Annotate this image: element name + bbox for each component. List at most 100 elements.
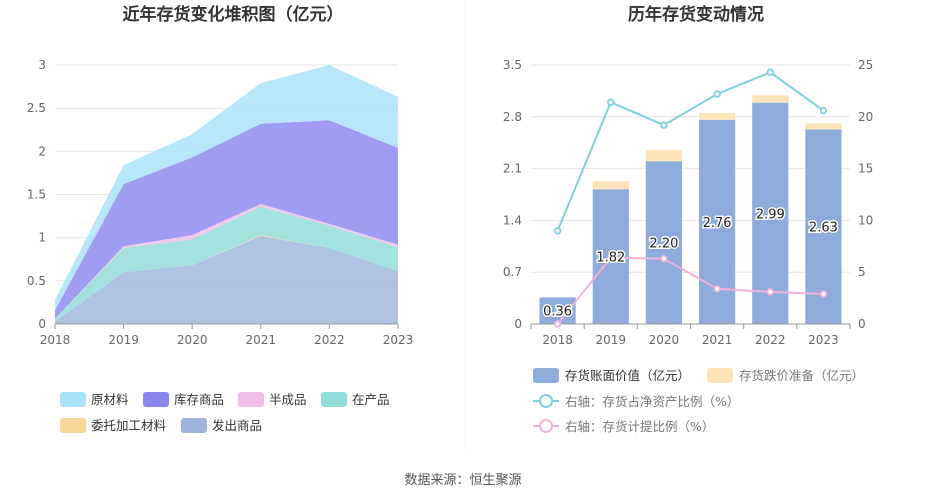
right-bar-labels-group: 0.36 1.82 2.20 2.76 2.99 2.63: [542, 206, 840, 321]
right-x-label-2021: 2021: [702, 333, 733, 347]
right-x-label-2023: 2023: [808, 333, 839, 347]
left-legend-label-2: 半成品: [269, 392, 307, 407]
right-yl-label-4: 2.8: [503, 110, 522, 124]
right-legend: 存货账面价值（亿元） 存货跌价准备（亿元） 右轴：存货占净资产比例（%） 右轴：…: [533, 368, 864, 434]
right-legend-item-net-asset-ratio[interactable]: 右轴：存货占净资产比例（%）: [533, 394, 739, 409]
impairment-bar-2021: [699, 113, 736, 120]
left-y-label-6: 3: [38, 58, 46, 72]
left-area-series-2: [55, 206, 398, 322]
left-x-axis-ticks: [54, 324, 399, 329]
right-legend-item-book-value[interactable]: 存货账面价值（亿元）: [533, 368, 690, 383]
left-legend-swatch-3: [321, 392, 347, 407]
right-line-series-0: [556, 71, 824, 232]
right-yr-label-4: 20: [858, 110, 873, 124]
book-value-bar-2018: [539, 297, 576, 324]
bar-value-label-2021: 2.76: [703, 216, 732, 231]
left-legend-label-3: 在产品: [352, 392, 390, 407]
bar-value-label-2022: 2.99: [756, 207, 785, 222]
left-legend-label-4: 委托加工材料: [91, 418, 167, 433]
left-legend-swatch-2: [238, 392, 264, 407]
left-y-label-4: 2: [38, 144, 46, 158]
right-y-axis-right-labels: 0 5 10 15 20 25: [858, 58, 873, 331]
bar-value-label-2020: 2.20: [649, 237, 678, 252]
left-legend-item-work-in-progress[interactable]: 在产品: [321, 392, 390, 407]
right-yl-label-3: 2.1: [503, 162, 522, 176]
right-legend-label-net-asset-ratio: 右轴：存货占净资产比例（%）: [565, 394, 739, 409]
right-line-point-1-2020: [660, 255, 668, 263]
left-y-label-3: 1.5: [27, 188, 46, 202]
right-x-label-2020: 2020: [649, 333, 680, 347]
left-legend-swatch-1: [143, 392, 169, 407]
right-lines-group: [553, 68, 828, 328]
left-legend-item-consigned-materials[interactable]: 委托加工材料: [60, 418, 167, 433]
right-yr-label-1: 5: [858, 265, 866, 279]
right-yl-label-5: 3.5: [503, 58, 522, 72]
right-legend-swatch-book-value: [533, 368, 559, 383]
left-area-series-5: [55, 65, 398, 311]
left-x-label-2022: 2022: [314, 333, 345, 347]
impairment-bar-2019: [592, 181, 629, 190]
right-line-point-1-2021: [713, 285, 721, 293]
right-line-point-0-2018: [553, 227, 562, 235]
left-y-axis-labels: 0 0.5 1 1.5 2 2.5 3: [27, 58, 46, 331]
left-x-label-2020: 2020: [177, 333, 208, 347]
left-legend-label-1: 库存商品: [174, 392, 224, 407]
right-line-point-0-2019: [607, 98, 615, 106]
bar-value-label-2023: 2.63: [809, 221, 838, 236]
right-legend-item-provision-ratio[interactable]: 右轴：存货计提比例（%）: [533, 419, 714, 434]
right-x-axis-ticks: [530, 324, 851, 329]
right-legend-label-impairment: 存货跌价准备（亿元）: [739, 368, 864, 383]
left-x-label-2023: 2023: [383, 333, 414, 347]
bar-value-label-2019: 1.82: [596, 251, 625, 266]
right-x-axis-labels: 2018 2019 2020 2021 2022 2023: [542, 333, 838, 347]
right-yr-label-0: 0: [858, 317, 866, 331]
left-legend-item-inventory-goods[interactable]: 库存商品: [143, 392, 224, 407]
bar-line-chart: 历年存货变动情况 0.36 1.82 2.20 2.76 2.99 2.63 2018 2…: [503, 4, 873, 434]
left-legend-swatch-0: [60, 392, 86, 407]
right-legend-label-book-value: 存货账面价值（亿元）: [565, 368, 690, 383]
left-x-label-2021: 2021: [246, 333, 277, 347]
right-line-point-1-2022: [766, 288, 774, 296]
impairment-bar-2020: [645, 150, 682, 162]
left-legend-item-semi-finished[interactable]: 半成品: [238, 392, 307, 407]
left-legend-label-0: 原材料: [91, 392, 129, 407]
right-yl-label-1: 0.7: [503, 265, 522, 279]
data-source-label: 数据来源：恒生聚源: [404, 473, 521, 488]
left-x-label-2018: 2018: [40, 333, 71, 347]
left-y-label-0: 0: [38, 317, 46, 331]
right-yr-label-3: 15: [858, 162, 873, 176]
impairment-bar-2022: [752, 95, 789, 103]
left-legend-swatch-5: [181, 418, 207, 433]
book-value-bar-2020: [645, 161, 682, 324]
left-legend-label-5: 发出商品: [212, 418, 262, 433]
right-legend-item-impairment[interactable]: 存货跌价准备（亿元）: [707, 368, 864, 383]
left-chart-title: 近年存货变化堆积图（亿元）: [123, 4, 344, 25]
right-line-point-0-2023: [819, 106, 828, 115]
right-yr-label-2: 10: [858, 213, 873, 227]
left-y-label-1: 0.5: [27, 274, 46, 288]
right-y-axis-left-labels: 0 0.7 1.4 2.1 2.8 3.5: [503, 58, 522, 331]
right-x-label-2019: 2019: [596, 333, 627, 347]
left-y-label-5: 2.5: [27, 101, 46, 115]
left-y-label-2: 1: [38, 231, 46, 245]
right-legend-label-provision-ratio: 右轴：存货计提比例（%）: [565, 419, 714, 434]
left-area-series-group: [55, 65, 398, 324]
stacked-area-chart: 近年存货变化堆积图（亿元） 2018 2019 2020 2021 2022: [27, 4, 413, 433]
right-line-point-0-2020: [660, 121, 668, 129]
book-value-bar-2022: [752, 102, 789, 324]
right-yr-label-5: 25: [858, 58, 873, 72]
right-line-series-1: [556, 256, 824, 325]
left-legend-item-shipped-goods[interactable]: 发出商品: [181, 418, 262, 433]
left-area-series-0: [55, 235, 398, 324]
right-line-point-1-2018: [553, 320, 562, 328]
right-yl-label-0: 0: [514, 317, 522, 331]
right-legend-marker-provision-ratio: [539, 419, 553, 433]
right-legend-swatch-impairment: [707, 368, 733, 383]
left-area-series-4: [55, 120, 398, 319]
right-line-point-1-2019: [607, 254, 615, 262]
left-legend-item-raw-materials[interactable]: 原材料: [60, 392, 129, 407]
right-grid: [531, 64, 850, 325]
right-yl-label-2: 1.4: [503, 213, 522, 227]
left-legend-swatch-4: [60, 418, 86, 433]
